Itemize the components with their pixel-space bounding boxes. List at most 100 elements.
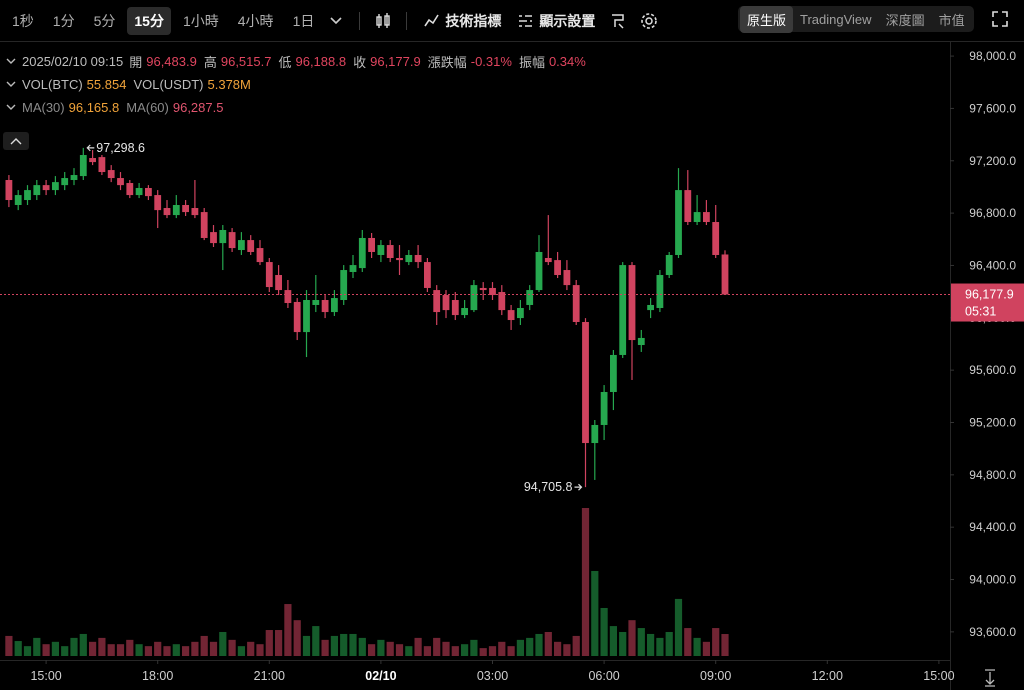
fullscreen-icon[interactable] xyxy=(990,9,1010,29)
candle-body xyxy=(517,307,524,319)
volume-bar xyxy=(349,633,357,656)
volume-bar xyxy=(182,646,190,656)
candle-body xyxy=(256,248,264,263)
candle-body xyxy=(89,158,96,163)
view-tab[interactable]: 原生版 xyxy=(740,5,794,33)
volume-bar xyxy=(470,639,478,656)
annotation-arrow xyxy=(86,144,95,152)
row-toggle[interactable] xyxy=(0,104,22,111)
ohlc-row: 2025/02/10 09:15 開 96,483.9 高 96,515.7 低 96,18… xyxy=(0,50,593,73)
candle-body xyxy=(451,300,459,316)
interval-tab[interactable]: 1日 xyxy=(292,12,315,29)
candle-body xyxy=(98,157,106,173)
view-tab[interactable]: 市值 xyxy=(938,12,965,28)
candle-body xyxy=(349,265,357,273)
candle-body xyxy=(628,265,636,341)
candle-body xyxy=(656,275,664,308)
volume-bar xyxy=(535,633,543,656)
volume-bar xyxy=(293,620,301,656)
view-tab[interactable]: TradingView xyxy=(800,11,872,27)
candle-body xyxy=(461,307,468,316)
interval-tab[interactable]: 1小時 xyxy=(182,12,219,29)
volume-bar xyxy=(619,631,627,656)
x-tick-label: 03:00 xyxy=(477,669,508,683)
ma-value: 96,287.5 xyxy=(172,100,224,115)
volume-bar xyxy=(5,635,13,656)
collapse-chevron xyxy=(10,138,22,145)
tool-icon xyxy=(424,14,440,27)
row-toggle[interactable] xyxy=(0,58,22,65)
view-tab[interactable]: 深度圖 xyxy=(885,12,925,28)
candle-body xyxy=(479,287,487,291)
tool-group: 技術指標 顯示設置 xyxy=(415,11,603,31)
volume-bar xyxy=(479,648,487,656)
candle-body xyxy=(368,237,375,252)
volume-bar xyxy=(628,620,636,656)
candle-body xyxy=(526,290,534,305)
row-toggle[interactable] xyxy=(0,81,22,88)
volume-bar xyxy=(265,630,273,656)
volume-bar xyxy=(712,628,720,656)
candle-body xyxy=(544,258,552,263)
interval-tab[interactable]: 5分 xyxy=(93,12,116,29)
x-tick-label: 02/10 xyxy=(365,669,396,683)
field-value: 96,515.7 xyxy=(220,54,272,69)
chart-style-icon[interactable] xyxy=(374,12,392,30)
candle-body xyxy=(721,254,729,295)
tool-button[interactable]: 技術指標 xyxy=(423,11,501,31)
scale-icon[interactable] xyxy=(985,669,995,687)
volume-bar xyxy=(423,646,431,656)
x-tick-label: 15:00 xyxy=(30,669,61,683)
candle-body xyxy=(5,180,13,201)
interval-tab[interactable]: 15分 xyxy=(127,6,171,35)
settings-icon[interactable] xyxy=(639,11,659,31)
candle-body xyxy=(377,245,385,255)
candle-body xyxy=(693,212,701,223)
volume-bar xyxy=(107,644,115,656)
volume-bar xyxy=(321,639,329,656)
volume-bar xyxy=(200,635,208,656)
candle-body xyxy=(265,262,273,288)
countdown-label: 05:31 xyxy=(965,305,996,319)
volume-bar xyxy=(377,639,385,656)
volume-bar xyxy=(42,644,50,656)
volume-bar xyxy=(256,644,264,656)
volume-bar xyxy=(665,631,673,656)
candle-body xyxy=(219,229,227,244)
candle-body xyxy=(154,195,162,211)
tool-button[interactable]: 顯示設置 xyxy=(517,11,595,31)
candle-body xyxy=(312,300,320,305)
x-tick-label: 09:00 xyxy=(700,669,731,683)
field-value: -0.31% xyxy=(470,54,512,69)
candle-body xyxy=(498,292,506,311)
candle-body xyxy=(163,208,171,216)
volume-bar xyxy=(386,641,394,656)
candle-body xyxy=(591,424,599,444)
field-value: 96,177.9 xyxy=(370,54,421,69)
candle-body xyxy=(535,251,543,291)
x-tick-label: 21:00 xyxy=(254,669,285,683)
volume-bar xyxy=(330,635,338,656)
collapse-button[interactable] xyxy=(3,132,29,150)
compare-icon[interactable] xyxy=(609,12,627,30)
candle-body xyxy=(172,205,180,216)
tool-label: 技術指標 xyxy=(445,12,502,29)
field-label: 漲跌幅 xyxy=(427,55,467,70)
interval-tab[interactable]: 1秒 xyxy=(12,12,34,29)
field-label: 開 xyxy=(129,55,143,70)
volume-bar xyxy=(275,630,283,656)
volume-bar xyxy=(461,644,469,656)
volume-bar xyxy=(581,508,590,656)
interval-tab[interactable]: 4小時 xyxy=(237,12,274,29)
volume-bar xyxy=(609,626,617,656)
candle-body xyxy=(228,232,236,249)
interval-tab[interactable]: 1分 xyxy=(52,12,75,29)
ohlc-time: 2025/02/10 09:15 xyxy=(22,54,124,69)
more-intervals-icon[interactable] xyxy=(329,16,343,26)
volume-row: VOL(BTC) 55.854 VOL(USDT) 5.378M xyxy=(0,73,593,96)
field-label: 振幅 xyxy=(518,55,545,70)
candle-body xyxy=(61,178,69,186)
candle-body xyxy=(182,205,189,213)
candle-body xyxy=(52,182,59,191)
candle-body xyxy=(210,232,217,244)
